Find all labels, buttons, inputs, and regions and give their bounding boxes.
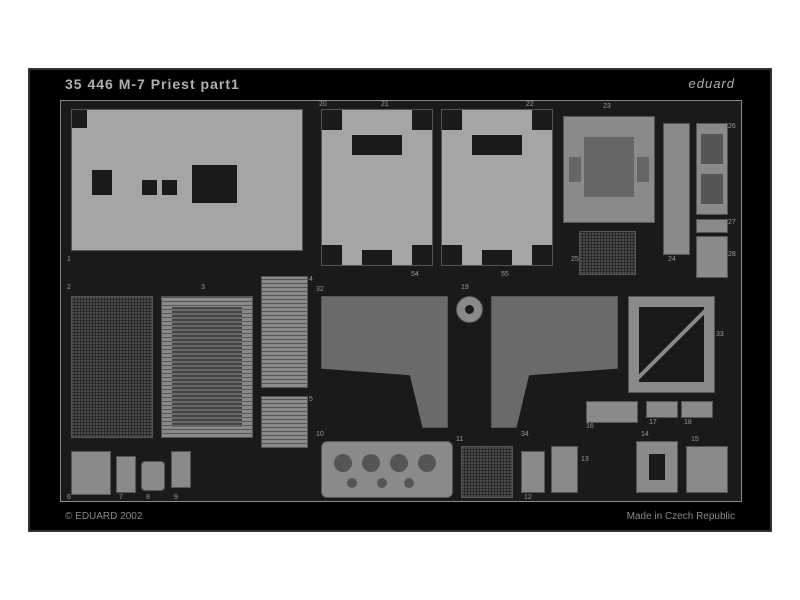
part-33 — [628, 296, 715, 393]
product-header: 35 446 M-7 Priest part1 — [65, 76, 240, 92]
part-1 — [71, 109, 303, 251]
part-num-3: 3 — [201, 284, 205, 291]
photo-etch-frame: 35 446 M-7 Priest part1 eduard © EDUARD … — [28, 68, 772, 532]
part-num-2: 2 — [67, 284, 71, 291]
part-num-25: 25 — [571, 256, 579, 263]
part-16 — [586, 401, 638, 423]
part-num-14: 14 — [641, 431, 649, 438]
part-num-27: 27 — [728, 219, 736, 226]
part-num-8: 8 — [146, 494, 150, 501]
part-27 — [696, 219, 728, 233]
part-num-10: 10 — [316, 431, 324, 438]
part-num-17: 17 — [649, 419, 657, 426]
part-13 — [551, 446, 578, 493]
brand-logo: eduard — [689, 76, 735, 91]
part-num-13: 13 — [581, 456, 589, 463]
part-18 — [681, 401, 713, 418]
part-14 — [636, 441, 678, 493]
part-9 — [171, 451, 191, 488]
part-7 — [116, 456, 136, 493]
part-3 — [161, 296, 253, 438]
part-28 — [696, 236, 728, 278]
part-12 — [521, 451, 545, 493]
part-6 — [71, 451, 111, 495]
part-num-21: 21 — [381, 101, 389, 108]
part-22 — [441, 109, 553, 266]
origin-text: Made in Czech Republic — [627, 511, 735, 522]
part-num-23: 23 — [603, 103, 611, 110]
part-11 — [461, 446, 513, 498]
part-num-6: 6 — [67, 494, 71, 501]
part-num-24: 24 — [668, 256, 676, 263]
part-num-16: 16 — [586, 423, 594, 430]
part-5 — [261, 396, 308, 448]
part-num-11: 11 — [456, 436, 463, 443]
part-4 — [261, 276, 308, 388]
part-num-19: 19 — [461, 284, 469, 291]
part-num-20: 20 — [319, 101, 327, 108]
product-name: M-7 Priest — [119, 76, 196, 92]
part-23 — [563, 116, 655, 223]
part-num-15: 15 — [691, 436, 699, 443]
part-num-33: 33 — [716, 331, 724, 338]
part-17 — [646, 401, 678, 418]
part-num-32: 32 — [316, 286, 324, 293]
part-num-7: 7 — [119, 494, 123, 501]
photo-etch-fret: 1 2 3 4 5 6 7 8 9 — [60, 100, 742, 502]
part-num-18: 18 — [684, 419, 692, 426]
part-25 — [579, 231, 636, 275]
part-num-22: 22 — [526, 101, 534, 108]
part-2 — [71, 296, 153, 438]
part-10 — [321, 441, 453, 498]
part-num-4: 4 — [309, 276, 313, 283]
part-num-54: 54 — [411, 271, 419, 278]
product-code: 35 446 — [65, 76, 114, 92]
part-num-5: 5 — [309, 396, 313, 403]
part-19 — [456, 296, 483, 323]
part-20 — [321, 109, 433, 266]
part-26 — [696, 123, 728, 215]
part-num-9: 9 — [174, 494, 178, 501]
part-num-55: 55 — [501, 271, 509, 278]
part-num-26: 26 — [728, 123, 736, 130]
part-num-12: 12 — [524, 494, 532, 501]
part-32 — [321, 296, 448, 428]
part-8 — [141, 461, 165, 491]
part-24 — [663, 123, 690, 255]
part-num-28: 28 — [728, 251, 736, 258]
part-num-1: 1 — [67, 256, 71, 263]
part-num-34: 34 — [521, 431, 529, 438]
part-label: part1 — [201, 76, 240, 92]
part-15 — [686, 446, 728, 493]
copyright-text: © EDUARD 2002 — [65, 511, 142, 522]
